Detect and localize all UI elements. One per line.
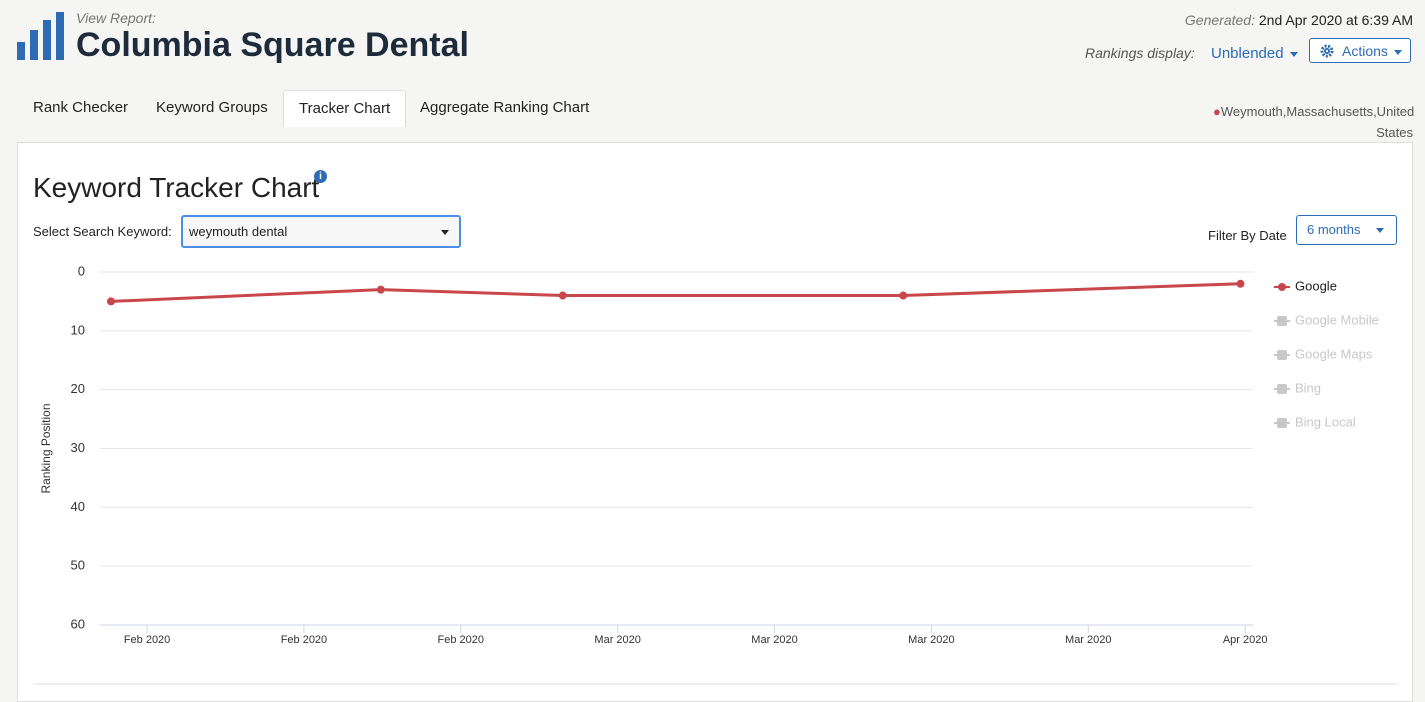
x-tick-label: Mar 2020 xyxy=(751,634,797,646)
point xyxy=(106,297,115,306)
tab-active[interactable]: Tracker Chart xyxy=(283,90,407,127)
actions-label: Actions xyxy=(1342,43,1388,59)
keyword-label: Select Search Keyword: xyxy=(33,224,172,239)
display-label: Rankings display: xyxy=(1085,45,1195,61)
legend-marker xyxy=(1277,384,1287,394)
location-text: Weymouth,Massachusetts,United States xyxy=(1220,104,1415,140)
report-title: Columbia Square Dental xyxy=(76,26,469,64)
y-tick-label: 30 xyxy=(71,440,85,455)
y-tick-label: 50 xyxy=(71,558,85,573)
y-tick-label: 20 xyxy=(71,381,85,396)
legend-label: Google Maps xyxy=(1295,346,1373,361)
gear-icon xyxy=(1320,44,1334,58)
x-tick-label: Mar 2020 xyxy=(1065,634,1111,646)
generated-label: Generated: xyxy=(1184,12,1255,28)
keyword-value: weymouth dental xyxy=(189,224,288,239)
legend-marker xyxy=(1277,316,1287,326)
filter-label: Filter By Date xyxy=(1208,228,1287,243)
y-tick-label: 0 xyxy=(78,263,85,278)
display-value: Unblended xyxy=(1211,45,1284,62)
chart: 0 10 20 30 40 50 60 Feb 2020 Feb 2020 Feb 2020 Mar… xyxy=(33,263,1397,685)
x-tick-label: Apr 2020 xyxy=(1223,634,1268,646)
keyword-select[interactable]: weymouth dental xyxy=(181,215,461,248)
filter-dropdown[interactable]: 6 months xyxy=(1296,215,1397,245)
tab[interactable]: Rank Checker xyxy=(33,99,129,116)
point xyxy=(558,291,567,300)
point xyxy=(376,285,385,294)
filter-value: 6 months xyxy=(1307,222,1361,237)
legend-label: Bing xyxy=(1295,380,1321,395)
x-tick-label: Mar 2020 xyxy=(594,634,640,646)
tab[interactable]: Aggregate Ranking Chart xyxy=(420,99,590,116)
x-tick-label: Feb 2020 xyxy=(438,634,484,646)
y-tick-label: 10 xyxy=(71,322,85,337)
x-tick-label: Feb 2020 xyxy=(281,634,327,646)
series-line xyxy=(110,282,1241,303)
legend-marker xyxy=(1278,283,1286,291)
report-subtitle: View Report: xyxy=(76,10,156,26)
legend-label: Bing Local xyxy=(1295,414,1356,429)
location: ●Weymouth,Massachusetts,United States xyxy=(1213,104,1415,140)
y-axis-label: Ranking Position xyxy=(39,403,53,493)
tab[interactable]: Keyword Groups xyxy=(156,99,268,116)
generated-date: 2nd Apr 2020 at 6:39 AM xyxy=(1258,12,1413,28)
logo xyxy=(17,12,64,60)
actions-button[interactable]: Actions xyxy=(1309,38,1411,63)
legend-marker xyxy=(1277,350,1287,360)
x-tick-label: Mar 2020 xyxy=(908,634,954,646)
x-tick-label: Feb 2020 xyxy=(124,634,170,646)
info-icon[interactable]: i xyxy=(314,170,327,183)
display-dropdown[interactable]: Unblended xyxy=(1211,45,1298,62)
legend-label: Google xyxy=(1295,278,1337,293)
generated: Generated: 2nd Apr 2020 at 6:39 AM xyxy=(1185,12,1413,28)
y-tick-label: 60 xyxy=(71,616,85,631)
legend-marker xyxy=(1277,418,1287,428)
legend-label: Google Mobile xyxy=(1295,312,1379,327)
point xyxy=(899,291,908,300)
panel-title: Keyword Tracker Chart xyxy=(33,172,320,203)
point xyxy=(1236,279,1245,288)
y-tick-label: 40 xyxy=(71,499,85,514)
page: {"header": {"subtitle": "View Report:", … xyxy=(17,10,1415,702)
